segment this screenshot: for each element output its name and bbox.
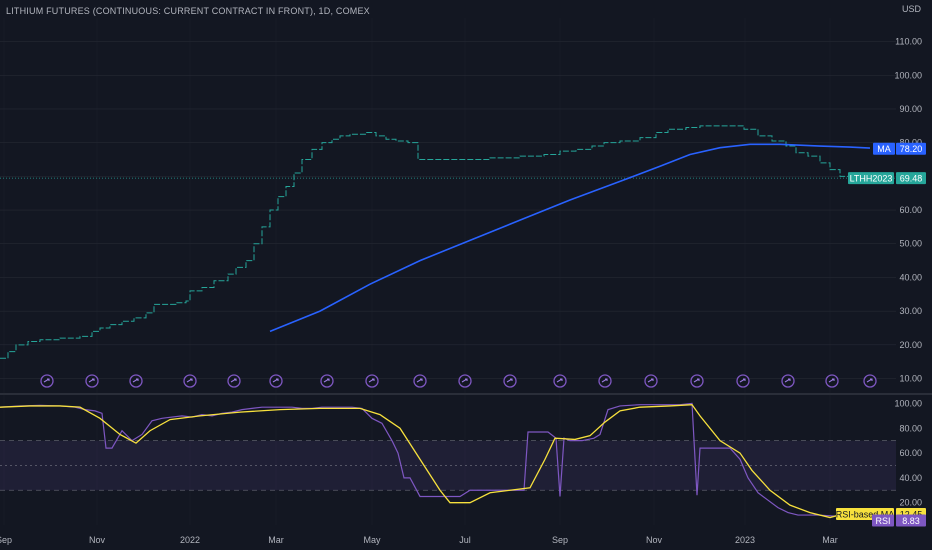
svg-text:78.20: 78.20 (900, 144, 923, 154)
forward-circle-icon[interactable] (85, 374, 99, 388)
x-tick-label: Sep (552, 535, 568, 545)
rsi-tick-label: 60.00 (899, 448, 922, 458)
rsi-name-label: RSI (872, 514, 894, 527)
y-tick-label: 50.00 (899, 239, 922, 249)
forward-circle-icon[interactable] (413, 374, 427, 388)
chart-title: LITHIUM FUTURES (CONTINUOUS: CURRENT CON… (6, 6, 370, 16)
forward-circle-icon[interactable] (40, 374, 54, 388)
forward-circle-icon[interactable] (183, 374, 197, 388)
y-tick-label: 80.00 (899, 138, 922, 148)
x-tick-label: Sep (0, 535, 12, 545)
x-tick-label: 2023 (735, 535, 755, 545)
y-tick-label: 100.00 (894, 70, 922, 80)
svg-text:LTHH2023: LTHH2023 (850, 174, 893, 184)
svg-text:RSI: RSI (875, 516, 890, 526)
forward-circle-icon[interactable] (863, 374, 877, 388)
forward-circle-icon[interactable] (644, 374, 658, 388)
x-tick-label: Nov (646, 535, 663, 545)
forward-circle-icon[interactable] (227, 374, 241, 388)
y-tick-label: 30.00 (899, 306, 922, 316)
y-tick-label: 10.00 (899, 374, 922, 384)
forward-circle-icon[interactable] (129, 374, 143, 388)
price-line (0, 125, 856, 359)
forward-circle-icon[interactable] (320, 374, 334, 388)
forward-circle-icon[interactable] (553, 374, 567, 388)
ma-line (269, 143, 871, 333)
ma-name-label: MA (873, 142, 895, 155)
rsi-tick-label: 40.00 (899, 473, 922, 483)
forward-circle-icon[interactable] (690, 374, 704, 388)
svg-text:69.48: 69.48 (900, 174, 923, 184)
last-price-label: 69.48 (896, 172, 926, 185)
x-tick-label: Mar (268, 535, 284, 545)
rsi-tick-label: 20.00 (899, 498, 922, 508)
symbol-label: LTHH2023 (848, 172, 894, 185)
x-tick-label: 2022 (180, 535, 200, 545)
forward-circle-icon[interactable] (269, 374, 283, 388)
svg-text:RSI-based MA: RSI-based MA (836, 510, 895, 520)
rsi-series (0, 402, 876, 519)
forward-circle-icon[interactable] (736, 374, 750, 388)
x-tick-label: Nov (89, 535, 106, 545)
forward-circle-icon[interactable] (503, 374, 517, 388)
forward-circle-icon[interactable] (825, 374, 839, 388)
y-tick-label: 90.00 (899, 104, 922, 114)
rsi-band-lines (0, 440, 896, 491)
rsi-tick-label: 80.00 (899, 423, 922, 433)
svg-text:MA: MA (877, 144, 891, 154)
forward-circle-icon[interactable] (365, 374, 379, 388)
svg-text:8.83: 8.83 (902, 516, 920, 526)
ma-value-label: 78.20 (896, 142, 926, 155)
ma-series (269, 143, 871, 333)
event-markers (40, 374, 877, 388)
x-tick-label: Mar (822, 535, 838, 545)
y-tick-label: 20.00 (899, 340, 922, 350)
currency-label: USD (902, 4, 922, 14)
rsi-line (0, 402, 873, 518)
rsi-ma-line (0, 404, 876, 519)
y-tick-label: 110.00 (895, 37, 922, 47)
price-series (0, 125, 896, 359)
x-tick-label: May (363, 535, 381, 545)
y-tick-label: 40.00 (899, 272, 922, 282)
rsi-value-label: 8.83 (896, 514, 926, 527)
x-tick-label: Jul (459, 535, 471, 545)
y-tick-label: 60.00 (899, 205, 922, 215)
rsi-tick-label: 100.00 (894, 398, 922, 408)
forward-circle-icon[interactable] (781, 374, 795, 388)
forward-circle-icon[interactable] (458, 374, 472, 388)
forward-circle-icon[interactable] (598, 374, 612, 388)
